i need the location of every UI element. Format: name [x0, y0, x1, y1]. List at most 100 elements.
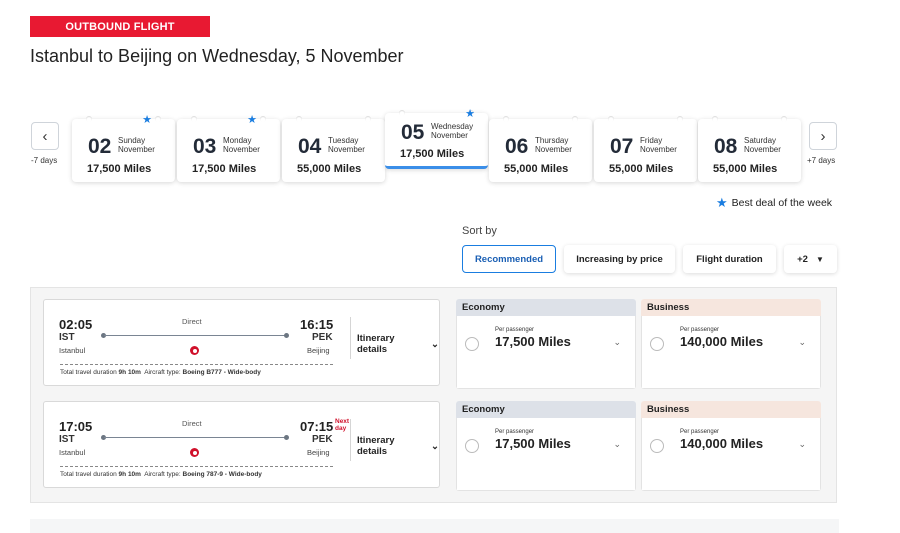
duration-value: 9h 10m [118, 471, 141, 478]
date-weekday-month: Wednesday November [431, 122, 473, 140]
chevron-down-icon[interactable]: ⌄ [798, 439, 806, 449]
card-notch [572, 116, 578, 122]
date-number: 07 [610, 135, 634, 158]
chevron-left-icon: ‹ [42, 127, 48, 145]
airline-logo-icon [190, 448, 199, 457]
date-card-02[interactable]: ★ 02 Sunday November 17,500 Miles [72, 114, 175, 182]
aircraft-label: Aircraft type: [144, 369, 181, 376]
arrival-time: 07:15 [300, 419, 334, 434]
duration-label: Total travel duration [60, 369, 117, 376]
duration-label: Total travel duration [60, 471, 117, 478]
date-month: November [535, 145, 572, 154]
date-weekday-month: Sunday November [118, 136, 155, 154]
date-miles: 17,500 Miles [400, 148, 465, 160]
sort-recommended-button[interactable]: Recommended [462, 245, 556, 273]
fare-cabin-label: Business [641, 401, 821, 418]
date-card-07[interactable]: 07 Friday November 55,000 Miles [594, 116, 697, 182]
date-number: 08 [714, 135, 738, 158]
route-start-dot [101, 333, 106, 338]
fare-miles: 140,000 Miles [680, 436, 764, 451]
date-month: November [744, 145, 781, 154]
per-passenger-label: Per passenger [495, 429, 535, 435]
date-miles: 55,000 Miles [713, 163, 778, 175]
flight-meta: Total travel duration 9h 10m Aircraft ty… [60, 471, 262, 478]
date-number: 06 [505, 135, 529, 158]
card-notch [712, 116, 718, 122]
fare-miles: 17,500 Miles [495, 436, 571, 451]
route-end-dot [284, 333, 289, 338]
sort-price-button[interactable]: Increasing by price [564, 245, 675, 273]
date-number: 03 [193, 135, 217, 158]
fare-radio[interactable] [465, 439, 479, 453]
next-week-button[interactable]: › [809, 122, 837, 150]
business-fare-option[interactable]: Business Per passenger 140,000 Miles ⌄ [641, 299, 821, 389]
aircraft-value: Boeing B777 - Wide-body [182, 369, 261, 376]
business-fare-option[interactable]: Business Per passenger 140,000 Miles ⌄ [641, 401, 821, 491]
date-card-04[interactable]: 04 Tuesday November 55,000 Miles [282, 116, 385, 182]
date-card-05-selected[interactable]: ★ 05 Wednesday November 17,500 Miles [385, 108, 488, 169]
date-miles: 17,500 Miles [87, 163, 152, 175]
duration-value: 9h 10m [118, 369, 141, 376]
fare-body: Per passenger 140,000 Miles ⌄ [641, 418, 821, 491]
flight-card[interactable]: 17:05 IST Istanbul Direct 07:15 Next day… [43, 401, 440, 488]
date-weekday-month: Thursday November [535, 136, 572, 154]
fare-radio[interactable] [650, 337, 664, 351]
date-miles: 17,500 Miles [192, 163, 257, 175]
itinerary-details-button[interactable]: Itinerary details ⌄ [357, 333, 439, 355]
departure-code: IST [59, 332, 75, 343]
flight-results: 02:05 IST Istanbul Direct 16:15 PEK Beij… [30, 287, 837, 503]
stops-label: Direct [182, 419, 202, 428]
date-month: November [223, 145, 260, 154]
date-weekday-month: Saturday November [744, 136, 781, 154]
route-start-dot [101, 435, 106, 440]
divider [350, 419, 351, 461]
date-miles: 55,000 Miles [609, 163, 674, 175]
itinerary-details-button[interactable]: Itinerary details ⌄ [357, 435, 439, 457]
arrival-code: PEK [312, 332, 333, 343]
date-number: 04 [298, 135, 322, 158]
fare-miles: 140,000 Miles [680, 334, 764, 349]
chevron-down-icon[interactable]: ⌄ [613, 439, 621, 449]
divider [350, 317, 351, 359]
fare-radio[interactable] [465, 337, 479, 351]
date-card-06[interactable]: 06 Thursday November 55,000 Miles [489, 116, 592, 182]
card-notch [365, 116, 371, 122]
chevron-down-icon: ⌄ [431, 338, 439, 350]
date-month: November [118, 145, 155, 154]
date-card-03[interactable]: ★ 03 Monday November 17,500 Miles [177, 114, 280, 182]
route-line [104, 437, 287, 438]
card-notch [503, 116, 509, 122]
sort-more-dropdown[interactable]: +2 ▼ [784, 245, 837, 273]
caret-down-icon: ▼ [815, 254, 824, 264]
arrival-city: Beijing [307, 448, 330, 457]
fare-cabin-label: Economy [456, 401, 636, 418]
departure-time: 17:05 [59, 419, 93, 434]
star-icon: ★ [716, 195, 728, 210]
prev-week-button[interactable]: ‹ [31, 122, 59, 150]
date-weekday: Wednesday [431, 122, 474, 131]
card-notch [86, 116, 92, 122]
date-card-08[interactable]: 08 Saturday November 55,000 Miles [698, 116, 801, 182]
route-line [104, 335, 287, 336]
card-notch [296, 116, 302, 122]
card-notch [468, 110, 474, 116]
fare-cabin-label: Business [641, 299, 821, 316]
best-deal-star-icon: ★ [142, 114, 152, 126]
card-notch [781, 116, 787, 122]
sort-duration-button[interactable]: Flight duration [683, 245, 776, 273]
best-deal-label: Best deal of the week [731, 197, 833, 209]
economy-fare-option[interactable]: Economy Per passenger 17,500 Miles ⌄ [456, 401, 636, 491]
fare-body: Per passenger 17,500 Miles ⌄ [456, 316, 636, 389]
flight-card[interactable]: 02:05 IST Istanbul Direct 16:15 PEK Beij… [43, 299, 440, 386]
chevron-down-icon[interactable]: ⌄ [798, 337, 806, 347]
airline-logo-icon [190, 346, 199, 355]
sort-by-label: Sort by [462, 225, 497, 237]
fare-radio[interactable] [650, 439, 664, 453]
chevron-down-icon[interactable]: ⌄ [613, 337, 621, 347]
date-weekday: Saturday [744, 136, 777, 145]
next-day-label: Next day [335, 418, 350, 432]
economy-fare-option[interactable]: Economy Per passenger 17,500 Miles ⌄ [456, 299, 636, 389]
card-notch [191, 116, 197, 122]
departure-city: Istanbul [59, 346, 86, 355]
route-end-dot [284, 435, 289, 440]
